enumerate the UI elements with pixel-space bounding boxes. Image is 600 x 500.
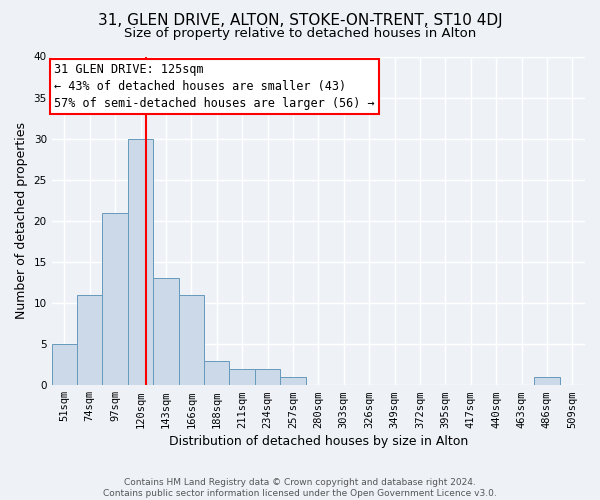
X-axis label: Distribution of detached houses by size in Alton: Distribution of detached houses by size … — [169, 434, 468, 448]
Bar — [534, 377, 560, 385]
Y-axis label: Number of detached properties: Number of detached properties — [15, 122, 28, 320]
Bar — [229, 369, 255, 385]
Text: 31 GLEN DRIVE: 125sqm
← 43% of detached houses are smaller (43)
57% of semi-deta: 31 GLEN DRIVE: 125sqm ← 43% of detached … — [54, 63, 375, 110]
Text: Contains HM Land Registry data © Crown copyright and database right 2024.
Contai: Contains HM Land Registry data © Crown c… — [103, 478, 497, 498]
Bar — [103, 212, 128, 385]
Bar — [77, 295, 103, 385]
Text: Size of property relative to detached houses in Alton: Size of property relative to detached ho… — [124, 28, 476, 40]
Bar — [52, 344, 77, 385]
Bar — [128, 138, 153, 385]
Bar — [255, 369, 280, 385]
Bar — [179, 295, 204, 385]
Bar — [204, 360, 229, 385]
Text: 31, GLEN DRIVE, ALTON, STOKE-ON-TRENT, ST10 4DJ: 31, GLEN DRIVE, ALTON, STOKE-ON-TRENT, S… — [98, 12, 502, 28]
Bar — [280, 377, 305, 385]
Bar — [153, 278, 179, 385]
